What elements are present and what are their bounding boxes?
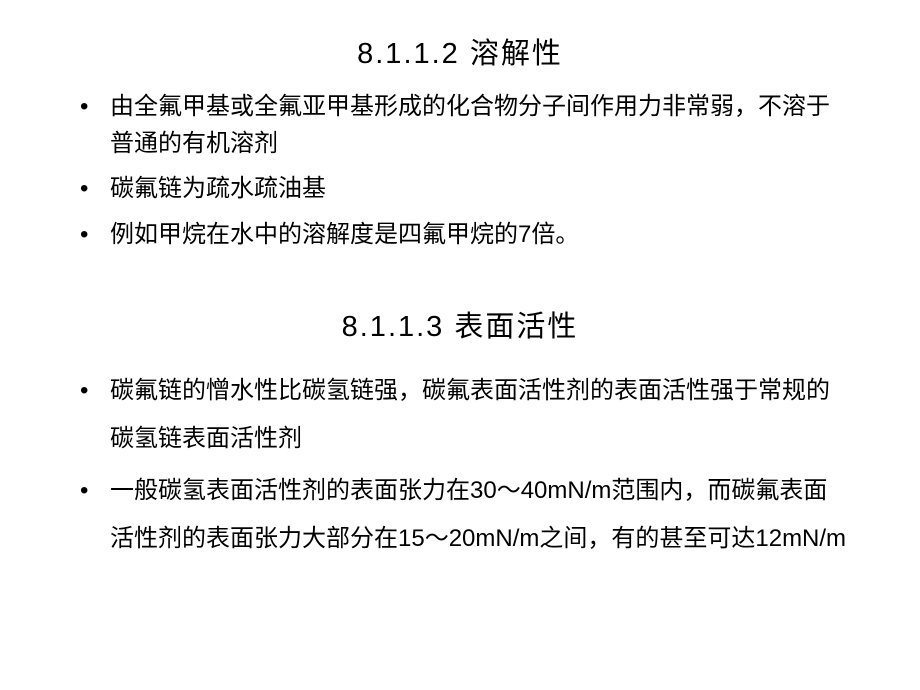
bullet-list-1: 由全氟甲基或全氟亚甲基形成的化合物分子间作用力非常弱，不溶于普通的有机溶剂 碳氟… xyxy=(70,88,850,253)
list-item: 由全氟甲基或全氟亚甲基形成的化合物分子间作用力非常弱，不溶于普通的有机溶剂 xyxy=(70,88,850,162)
section-heading-1: 8.1.1.2 溶解性 xyxy=(70,30,850,72)
list-item: 碳氟链的憎水性比碳氢链强，碳氟表面活性剂的表面活性强于常规的碳氢链表面活性剂 xyxy=(70,367,850,463)
list-item: 碳氟链为疏水疏油基 xyxy=(70,170,850,207)
bullet-list-2: 碳氟链的憎水性比碳氢链强，碳氟表面活性剂的表面活性强于常规的碳氢链表面活性剂 一… xyxy=(70,367,850,563)
list-item: 一般碳氢表面活性剂的表面张力在30～40mN/m范围内，而碳氟表面活性剂的表面张… xyxy=(70,467,850,563)
section-heading-2: 8.1.1.3 表面活性 xyxy=(70,303,850,345)
list-item: 例如甲烷在水中的溶解度是四氟甲烷的7倍。 xyxy=(70,216,850,253)
